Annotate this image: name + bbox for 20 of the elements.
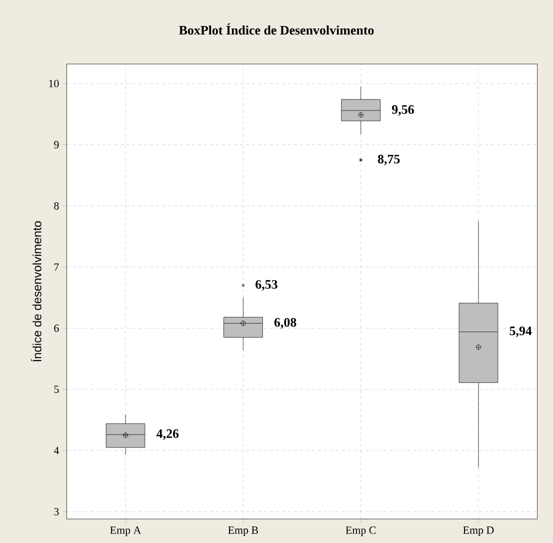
y-tick-label: 3 bbox=[54, 508, 59, 516]
x-tick-label: Emp A bbox=[110, 526, 142, 536]
x-tick-label: Emp C bbox=[346, 526, 376, 536]
annotation: 9,56 bbox=[392, 105, 414, 116]
y-axis-title: Índice de desenvolvimento bbox=[30, 221, 42, 362]
annotation: 6,08 bbox=[274, 318, 296, 329]
x-tick-label: Emp D bbox=[463, 526, 494, 536]
annotation: 5,94 bbox=[510, 326, 532, 338]
annotation: 8,75 bbox=[378, 154, 400, 166]
y-tick-label: 6 bbox=[54, 324, 59, 332]
y-tick-label: 9 bbox=[54, 141, 59, 148]
annotation: 6,53 bbox=[256, 280, 278, 291]
y-tick-label: 7 bbox=[54, 263, 59, 271]
y-tick-label: 8 bbox=[54, 202, 59, 210]
y-tick-label: 5 bbox=[54, 386, 59, 393]
y-tick-label: 10 bbox=[49, 80, 59, 88]
chart-title: BoxPlot Índice de Desenvolvimento bbox=[179, 23, 374, 35]
annotation: 4,26 bbox=[156, 429, 179, 440]
x-tick-label: Emp B bbox=[228, 526, 258, 536]
y-tick-label: 4 bbox=[54, 446, 60, 454]
